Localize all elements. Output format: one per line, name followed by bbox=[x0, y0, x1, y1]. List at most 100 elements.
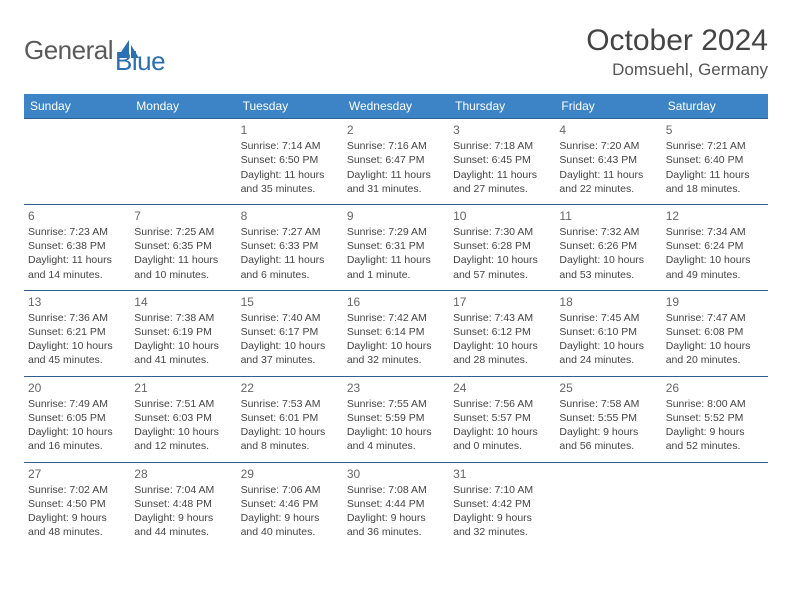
day-cell-4: 4Sunrise: 7:20 AMSunset: 6:43 PMDaylight… bbox=[555, 119, 661, 205]
day-number: 22 bbox=[241, 380, 339, 396]
day-cell-1: 1Sunrise: 7:14 AMSunset: 6:50 PMDaylight… bbox=[237, 119, 343, 205]
empty-cell bbox=[24, 119, 130, 205]
sunset-line: Sunset: 4:50 PM bbox=[28, 497, 126, 511]
day-number: 10 bbox=[453, 208, 551, 224]
day-number: 20 bbox=[28, 380, 126, 396]
day-number: 17 bbox=[453, 294, 551, 310]
day-cell-9: 9Sunrise: 7:29 AMSunset: 6:31 PMDaylight… bbox=[343, 204, 449, 290]
day-number: 4 bbox=[559, 122, 657, 138]
sunrise-line: Sunrise: 7:08 AM bbox=[347, 483, 445, 497]
day-cell-19: 19Sunrise: 7:47 AMSunset: 6:08 PMDayligh… bbox=[662, 290, 768, 376]
brand-logo: General Blue bbox=[24, 24, 165, 77]
daylight-line: Daylight: 10 hours and 12 minutes. bbox=[134, 425, 232, 453]
day-cell-5: 5Sunrise: 7:21 AMSunset: 6:40 PMDaylight… bbox=[662, 119, 768, 205]
empty-cell bbox=[130, 119, 236, 205]
sunrise-line: Sunrise: 7:20 AM bbox=[559, 139, 657, 153]
sunset-line: Sunset: 6:26 PM bbox=[559, 239, 657, 253]
day-number: 18 bbox=[559, 294, 657, 310]
daylight-line: Daylight: 10 hours and 45 minutes. bbox=[28, 339, 126, 367]
daylight-line: Daylight: 10 hours and 24 minutes. bbox=[559, 339, 657, 367]
calendar-row: 1Sunrise: 7:14 AMSunset: 6:50 PMDaylight… bbox=[24, 119, 768, 205]
day-cell-28: 28Sunrise: 7:04 AMSunset: 4:48 PMDayligh… bbox=[130, 462, 236, 547]
header: General Blue October 2024 Domsuehl, Germ… bbox=[24, 24, 768, 80]
sunrise-line: Sunrise: 7:38 AM bbox=[134, 311, 232, 325]
day-number: 2 bbox=[347, 122, 445, 138]
sunrise-line: Sunrise: 7:40 AM bbox=[241, 311, 339, 325]
daylight-line: Daylight: 10 hours and 57 minutes. bbox=[453, 253, 551, 281]
sunset-line: Sunset: 5:59 PM bbox=[347, 411, 445, 425]
day-cell-26: 26Sunrise: 8:00 AMSunset: 5:52 PMDayligh… bbox=[662, 376, 768, 462]
day-number: 29 bbox=[241, 466, 339, 482]
day-number: 3 bbox=[453, 122, 551, 138]
weekday-monday: Monday bbox=[130, 94, 236, 119]
sunset-line: Sunset: 4:44 PM bbox=[347, 497, 445, 511]
day-cell-3: 3Sunrise: 7:18 AMSunset: 6:45 PMDaylight… bbox=[449, 119, 555, 205]
day-number: 15 bbox=[241, 294, 339, 310]
page-title: October 2024 bbox=[586, 24, 768, 58]
day-cell-22: 22Sunrise: 7:53 AMSunset: 6:01 PMDayligh… bbox=[237, 376, 343, 462]
sunset-line: Sunset: 4:46 PM bbox=[241, 497, 339, 511]
day-cell-12: 12Sunrise: 7:34 AMSunset: 6:24 PMDayligh… bbox=[662, 204, 768, 290]
calendar-row: 27Sunrise: 7:02 AMSunset: 4:50 PM Dayligh… bbox=[24, 462, 768, 547]
day-number: 19 bbox=[666, 294, 764, 310]
daylight-line: Daylight: 11 hours and 1 minute. bbox=[347, 253, 445, 281]
sunset-line: Sunset: 6:45 PM bbox=[453, 153, 551, 167]
sunrise-line: Sunrise: 7:18 AM bbox=[453, 139, 551, 153]
sunset-line: Sunset: 6:01 PM bbox=[241, 411, 339, 425]
daylight-line: Daylight: 9 hours and 44 minutes. bbox=[134, 511, 232, 539]
sunrise-line: Sunrise: 7:14 AM bbox=[241, 139, 339, 153]
day-cell-20: 20Sunrise: 7:49 AMSunset: 6:05 PMDayligh… bbox=[24, 376, 130, 462]
day-number: 7 bbox=[134, 208, 232, 224]
sunset-line: Sunset: 6:40 PM bbox=[666, 153, 764, 167]
sunrise-line: Sunrise: 7:51 AM bbox=[134, 397, 232, 411]
day-cell-25: 25Sunrise: 7:58 AMSunset: 5:55 PMDayligh… bbox=[555, 376, 661, 462]
sunrise-line: Sunrise: 7:02 AM bbox=[28, 483, 126, 497]
sunset-line: Sunset: 6:43 PM bbox=[559, 153, 657, 167]
day-cell-23: 23Sunrise: 7:55 AMSunset: 5:59 PMDayligh… bbox=[343, 376, 449, 462]
day-number: 26 bbox=[666, 380, 764, 396]
calendar-row: 13Sunrise: 7:36 AMSunset: 6:21 PMDayligh… bbox=[24, 290, 768, 376]
brand-text: General bbox=[24, 35, 113, 66]
sunrise-line: Sunrise: 7:42 AM bbox=[347, 311, 445, 325]
sunset-line: Sunset: 6:47 PM bbox=[347, 153, 445, 167]
sunset-line: Sunset: 5:52 PM bbox=[666, 411, 764, 425]
daylight-line: Daylight: 11 hours and 10 minutes. bbox=[134, 253, 232, 281]
sunset-line: Sunset: 6:28 PM bbox=[453, 239, 551, 253]
day-cell-31: 31Sunrise: 7:10 AMSunset: 4:42 PMDayligh… bbox=[449, 462, 555, 547]
daylight-line: Daylight: 11 hours and 6 minutes. bbox=[241, 253, 339, 281]
day-number: 1 bbox=[241, 122, 339, 138]
daylight-line: Daylight: 11 hours and 18 minutes. bbox=[666, 168, 764, 196]
day-number: 31 bbox=[453, 466, 551, 482]
day-number: 14 bbox=[134, 294, 232, 310]
day-cell-14: 14Sunrise: 7:38 AMSunset: 6:19 PMDayligh… bbox=[130, 290, 236, 376]
weekday-wednesday: Wednesday bbox=[343, 94, 449, 119]
sunrise-line: Sunrise: 7:21 AM bbox=[666, 139, 764, 153]
calendar-table: SundayMondayTuesdayWednesdayThursdayFrid… bbox=[24, 94, 768, 547]
daylight-line: Daylight: 10 hours and 16 minutes. bbox=[28, 425, 126, 453]
sunset-line: Sunset: 4:48 PM bbox=[134, 497, 232, 511]
daylight-line: Daylight: 10 hours and 4 minutes. bbox=[347, 425, 445, 453]
sunrise-line: Sunrise: 7:10 AM bbox=[453, 483, 551, 497]
sunrise-line: Sunrise: 7:16 AM bbox=[347, 139, 445, 153]
day-cell-15: 15Sunrise: 7:40 AMSunset: 6:17 PMDayligh… bbox=[237, 290, 343, 376]
day-number: 23 bbox=[347, 380, 445, 396]
day-number: 27 bbox=[28, 466, 126, 482]
day-number: 5 bbox=[666, 122, 764, 138]
sunset-line: Sunset: 5:57 PM bbox=[453, 411, 551, 425]
daylight-line: Daylight: 11 hours and 35 minutes. bbox=[241, 168, 339, 196]
sunrise-line: Sunrise: 7:49 AM bbox=[28, 397, 126, 411]
day-cell-7: 7Sunrise: 7:25 AMSunset: 6:35 PMDaylight… bbox=[130, 204, 236, 290]
weekday-thursday: Thursday bbox=[449, 94, 555, 119]
daylight-line: Daylight: 10 hours and 8 minutes. bbox=[241, 425, 339, 453]
sunrise-line: Sunrise: 7:36 AM bbox=[28, 311, 126, 325]
daylight-line: Daylight: 10 hours and 0 minutes. bbox=[453, 425, 551, 453]
sunset-line: Sunset: 6:14 PM bbox=[347, 325, 445, 339]
sunset-line: Sunset: 6:38 PM bbox=[28, 239, 126, 253]
daylight-line: Daylight: 9 hours and 56 minutes. bbox=[559, 425, 657, 453]
day-cell-8: 8Sunrise: 7:27 AMSunset: 6:33 PMDaylight… bbox=[237, 204, 343, 290]
sunrise-line: Sunrise: 7:04 AM bbox=[134, 483, 232, 497]
sunrise-line: Sunrise: 7:53 AM bbox=[241, 397, 339, 411]
day-cell-27: 27Sunrise: 7:02 AMSunset: 4:50 PMDayligh… bbox=[24, 462, 130, 547]
sunrise-line: Sunrise: 7:34 AM bbox=[666, 225, 764, 239]
day-cell-30: 30Sunrise: 7:08 AMSunset: 4:44 PMDayligh… bbox=[343, 462, 449, 547]
